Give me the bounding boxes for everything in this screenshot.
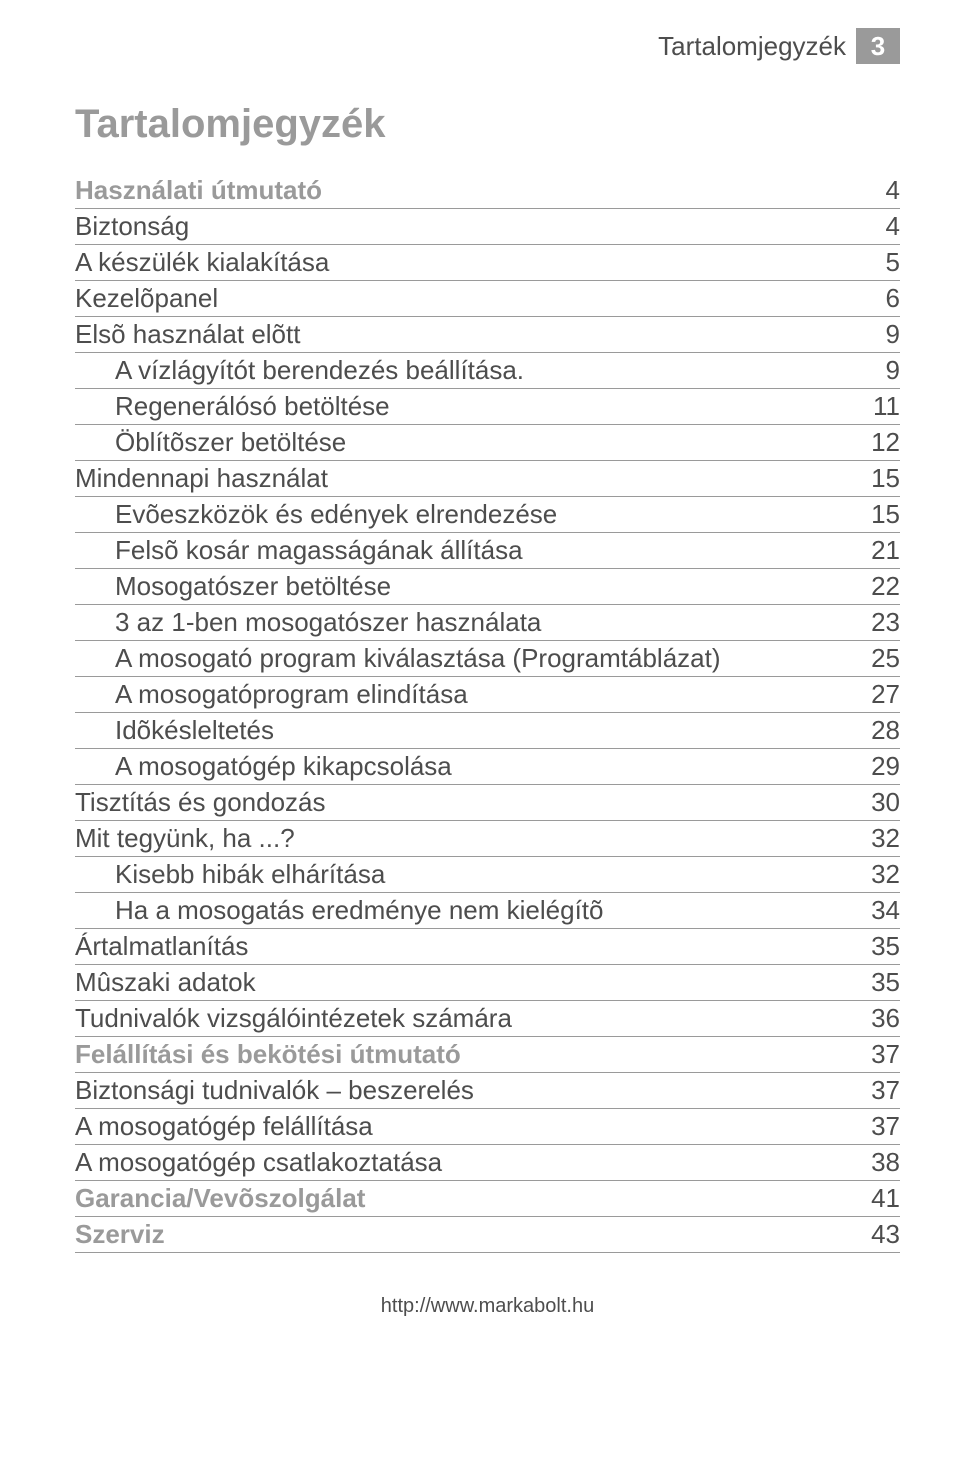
toc-page: 38 bbox=[871, 1147, 900, 1178]
toc-page: 41 bbox=[871, 1183, 900, 1214]
toc-page: 15 bbox=[871, 499, 900, 530]
table-of-contents: Használati útmutató4Biztonság4A készülék… bbox=[75, 173, 900, 1253]
toc-row: Tudnivalók vizsgálóintézetek számára 36 bbox=[75, 1001, 900, 1037]
toc-row: A mosogatógép csatlakoztatása 38 bbox=[75, 1145, 900, 1181]
toc-row: Ártalmatlanítás 35 bbox=[75, 929, 900, 965]
toc-page: 4 bbox=[886, 211, 900, 242]
toc-page: 15 bbox=[871, 463, 900, 494]
toc-page: 37 bbox=[871, 1039, 900, 1070]
toc-label: Mit tegyünk, ha ...? bbox=[75, 823, 295, 854]
toc-label: Mindennapi használat bbox=[75, 463, 328, 494]
toc-row: Evõeszközök és edények elrendezése 15 bbox=[75, 497, 900, 533]
footer-url: http://www.markabolt.hu bbox=[75, 1295, 900, 1318]
toc-label: Ártalmatlanítás bbox=[75, 931, 248, 962]
toc-row: Ha a mosogatás eredménye nem kielégítõ 34 bbox=[75, 893, 900, 929]
toc-row: A mosogató program kiválasztása (Program… bbox=[75, 641, 900, 677]
toc-page: 36 bbox=[871, 1003, 900, 1034]
toc-label: Tudnivalók vizsgálóintézetek számára bbox=[75, 1003, 512, 1034]
toc-label: Biztonság bbox=[75, 211, 189, 242]
toc-label: Ha a mosogatás eredménye nem kielégítõ bbox=[75, 895, 604, 926]
toc-page: 28 bbox=[871, 715, 900, 746]
toc-page: 12 bbox=[871, 427, 900, 458]
toc-page: 6 bbox=[886, 283, 900, 314]
toc-row: Regenerálósó betöltése 11 bbox=[75, 389, 900, 425]
toc-page: 27 bbox=[871, 679, 900, 710]
toc-row: Tisztítás és gondozás 30 bbox=[75, 785, 900, 821]
toc-page: 23 bbox=[871, 607, 900, 638]
toc-page: 37 bbox=[871, 1075, 900, 1106]
toc-page: 37 bbox=[871, 1111, 900, 1142]
toc-row: Biztonsági tudnivalók – beszerelés 37 bbox=[75, 1073, 900, 1109]
toc-row: Mit tegyünk, ha ...? 32 bbox=[75, 821, 900, 857]
page-title: Tartalomjegyzék bbox=[75, 102, 900, 147]
toc-label: Tisztítás és gondozás bbox=[75, 787, 326, 818]
page-header: Tartalomjegyzék 3 bbox=[75, 28, 900, 64]
toc-label: Evõeszközök és edények elrendezése bbox=[75, 499, 557, 530]
toc-label: Felállítási és bekötési útmutató bbox=[75, 1039, 461, 1070]
toc-label: Idõkésleltetés bbox=[75, 715, 274, 746]
toc-label: 3 az 1-ben mosogatószer használata bbox=[75, 607, 541, 638]
toc-label: Kisebb hibák elhárítása bbox=[75, 859, 385, 890]
toc-row: Kisebb hibák elhárítása 32 bbox=[75, 857, 900, 893]
toc-page: 11 bbox=[873, 391, 900, 422]
toc-row: Mindennapi használat 15 bbox=[75, 461, 900, 497]
toc-page: 34 bbox=[871, 895, 900, 926]
toc-label: A készülék kialakítása bbox=[75, 247, 329, 278]
toc-page: 35 bbox=[871, 967, 900, 998]
toc-row: A készülék kialakítása 5 bbox=[75, 245, 900, 281]
toc-label: Mosogatószer betöltése bbox=[75, 571, 391, 602]
toc-label: A mosogatógép csatlakoztatása bbox=[75, 1147, 442, 1178]
toc-label: Mûszaki adatok bbox=[75, 967, 256, 998]
toc-page: 21 bbox=[871, 535, 900, 566]
toc-label: Felsõ kosár magasságának állítása bbox=[75, 535, 523, 566]
toc-row: Szerviz 43 bbox=[75, 1217, 900, 1253]
toc-page: 9 bbox=[886, 355, 900, 386]
toc-page: 32 bbox=[871, 859, 900, 890]
toc-row: A mosogatóprogram elindítása 27 bbox=[75, 677, 900, 713]
header-label: Tartalomjegyzék bbox=[658, 31, 846, 62]
toc-page: 9 bbox=[886, 319, 900, 350]
toc-page: 35 bbox=[871, 931, 900, 962]
toc-row: A mosogatógép kikapcsolása 29 bbox=[75, 749, 900, 785]
toc-label: A vízlágyítót berendezés beállítása. bbox=[75, 355, 524, 386]
toc-row: 3 az 1-ben mosogatószer használata 23 bbox=[75, 605, 900, 641]
toc-page: 25 bbox=[871, 643, 900, 674]
toc-page: 32 bbox=[871, 823, 900, 854]
toc-label: Szerviz bbox=[75, 1219, 165, 1250]
toc-row: Elsõ használat elõtt 9 bbox=[75, 317, 900, 353]
toc-row: Kezelõpanel 6 bbox=[75, 281, 900, 317]
toc-label: A mosogatóprogram elindítása bbox=[75, 679, 468, 710]
toc-row: Garancia/Vevõszolgálat 41 bbox=[75, 1181, 900, 1217]
toc-row: Mosogatószer betöltése 22 bbox=[75, 569, 900, 605]
toc-label: Elsõ használat elõtt bbox=[75, 319, 300, 350]
toc-page: 5 bbox=[886, 247, 900, 278]
toc-page: 30 bbox=[871, 787, 900, 818]
toc-row: Biztonság 4 bbox=[75, 209, 900, 245]
toc-row: Felsõ kosár magasságának állítása 21 bbox=[75, 533, 900, 569]
toc-label: A mosogatógép kikapcsolása bbox=[75, 751, 452, 782]
toc-row: Felállítási és bekötési útmutató 37 bbox=[75, 1037, 900, 1073]
toc-label: Kezelõpanel bbox=[75, 283, 218, 314]
toc-row: Öblítõszer betöltése 12 bbox=[75, 425, 900, 461]
toc-label: Öblítõszer betöltése bbox=[75, 427, 346, 458]
toc-label: A mosogatógép felállítása bbox=[75, 1111, 373, 1142]
toc-row: Idõkésleltetés 28 bbox=[75, 713, 900, 749]
toc-label: Regenerálósó betöltése bbox=[75, 391, 390, 422]
toc-label: Biztonsági tudnivalók – beszerelés bbox=[75, 1075, 474, 1106]
toc-page: 43 bbox=[871, 1219, 900, 1250]
toc-row: Mûszaki adatok 35 bbox=[75, 965, 900, 1001]
toc-page: 4 bbox=[886, 175, 900, 206]
toc-row: Használati útmutató 4 bbox=[75, 173, 900, 209]
header-page-number: 3 bbox=[856, 28, 900, 64]
toc-label: A mosogató program kiválasztása (Program… bbox=[75, 643, 721, 674]
toc-row: A vízlágyítót berendezés beállítása. 9 bbox=[75, 353, 900, 389]
toc-page: 29 bbox=[871, 751, 900, 782]
toc-label: Használati útmutató bbox=[75, 175, 322, 206]
toc-row: A mosogatógép felállítása 37 bbox=[75, 1109, 900, 1145]
toc-label: Garancia/Vevõszolgálat bbox=[75, 1183, 365, 1214]
toc-page: 22 bbox=[871, 571, 900, 602]
